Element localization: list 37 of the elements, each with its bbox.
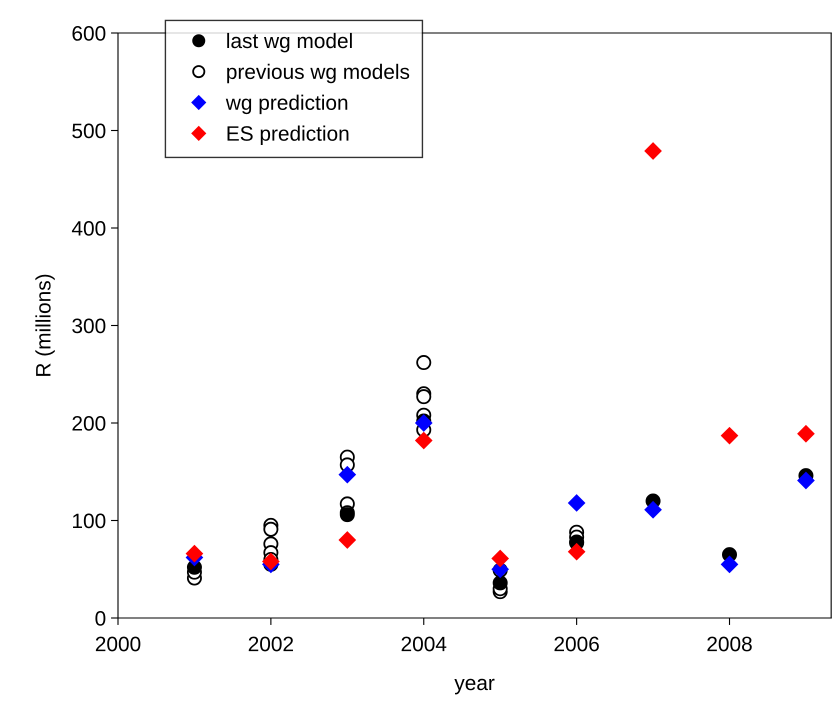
x-tick-label: 2000 xyxy=(96,636,140,652)
x-axis-title: year xyxy=(454,678,495,694)
y-tick-label: 400 xyxy=(72,221,106,236)
point xyxy=(263,522,278,537)
point xyxy=(720,426,738,444)
point xyxy=(416,355,432,370)
y-tick-label: 500 xyxy=(72,124,106,138)
point xyxy=(262,552,280,570)
legend-label: wg prediction xyxy=(226,94,348,114)
point xyxy=(568,494,586,512)
point xyxy=(797,425,815,442)
point xyxy=(797,472,815,490)
point xyxy=(338,531,356,549)
point xyxy=(415,432,432,450)
point xyxy=(186,544,204,562)
legend-label: last wg model xyxy=(227,32,352,52)
x-tick-label: 2004 xyxy=(402,636,446,652)
y-axis-title: R (millions) xyxy=(35,274,55,376)
x-tick-label: 2006 xyxy=(554,636,599,652)
y-tick-label: 200 xyxy=(72,416,106,431)
legend-label: ES prediction xyxy=(228,126,348,145)
point xyxy=(492,575,508,590)
point xyxy=(416,389,432,404)
y-tick-label: 600 xyxy=(72,26,106,41)
point xyxy=(491,550,509,568)
point xyxy=(415,414,432,432)
point xyxy=(338,466,356,484)
point xyxy=(568,543,586,560)
y-tick-label: 100 xyxy=(73,514,106,528)
legend-label: previous wg models xyxy=(227,64,410,84)
y-tick-label: 300 xyxy=(72,318,106,334)
y-tick-label: 0 xyxy=(95,611,106,626)
x-tick-label: 2002 xyxy=(248,636,294,652)
point xyxy=(644,142,662,160)
point xyxy=(644,501,662,518)
x-tick-label: 2008 xyxy=(707,636,752,652)
point xyxy=(720,556,738,574)
